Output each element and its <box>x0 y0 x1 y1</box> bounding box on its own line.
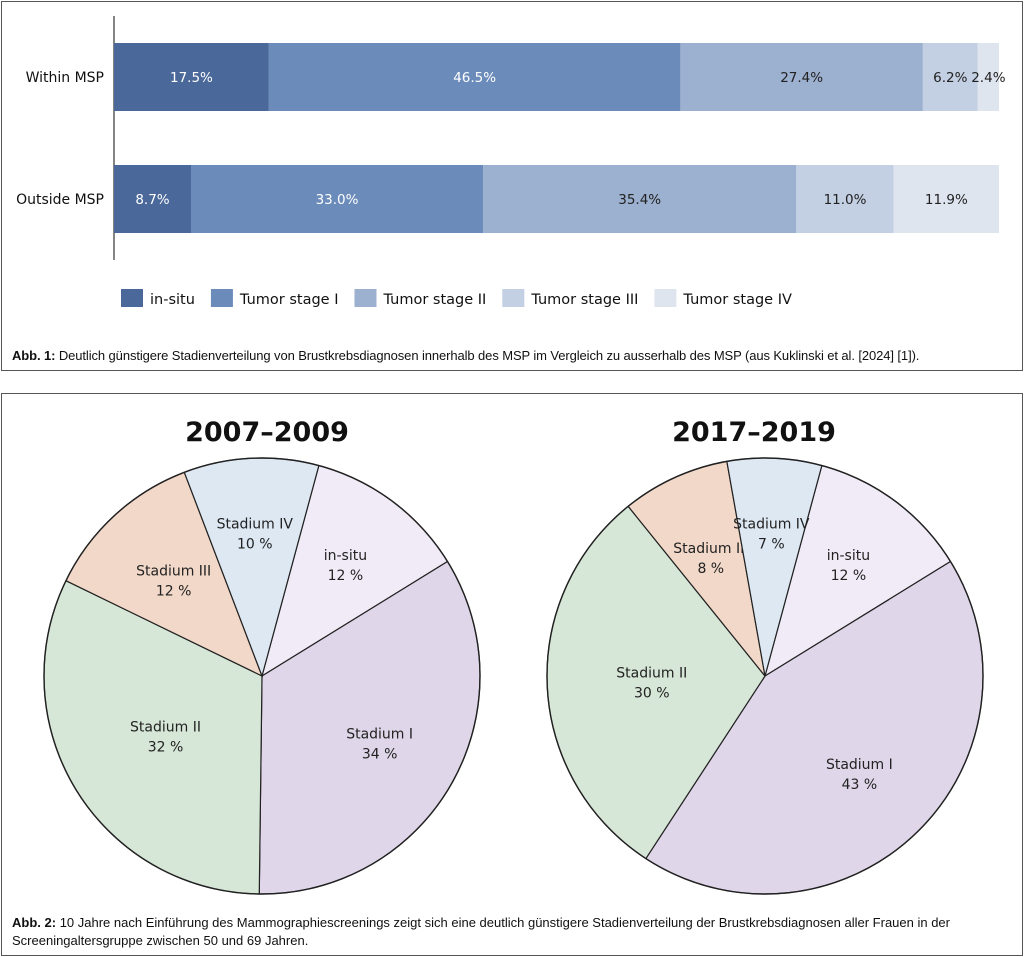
bar-outside-msp-tumor-stage-ii <box>483 165 797 233</box>
legend-label-tumor-stage-iii: Tumor stage III <box>530 292 638 308</box>
slice-name-stadium-ii: Stadium II <box>616 666 687 682</box>
slice-value-stadium-iv: 10 % <box>237 536 273 552</box>
slice-name-in-situ: in-situ <box>324 548 367 564</box>
slice-value-stadium-ii: 30 % <box>634 686 670 702</box>
legend-label-tumor-stage-ii: Tumor stage II <box>382 292 486 308</box>
slice-value-stadium-ii: 32 % <box>148 740 184 756</box>
bar-outside-msp-tumor-stage-iv <box>893 165 999 233</box>
slice-name-stadium-iii: Stadium III <box>673 541 748 557</box>
legend-label-tumor-stage-i: Tumor stage I <box>239 292 339 308</box>
bar-outside-msp-tumor-stage-iii <box>796 165 894 233</box>
pie-chart-2007-2009: 2007–2009 in-situ 12 % Stadium I 34 % Stadium… <box>43 417 481 895</box>
bar-within-msp-tumor-stage-i <box>268 43 681 111</box>
pie-outline <box>546 457 984 895</box>
bar-within-msp-tumor-stage-iv <box>977 43 999 111</box>
figure-1-panel: Within MSP 17.5% 46.5% 27.4% 6.2% 2.4% Outside… <box>1 1 1023 371</box>
pie-title-2: 2017–2019 <box>672 417 836 448</box>
figure-1-caption: Abb. 1: Deutlich günstigere Stadienverte… <box>12 347 1012 365</box>
slice-value-stadium-iii: 12 % <box>156 584 192 600</box>
slice-name-stadium-i: Stadium I <box>826 757 893 773</box>
figure-2-panel: 2007–2009 in-situ 12 % Stadium I 34 % Stadium… <box>1 393 1023 956</box>
category-label-outside-msp: Outside MSP <box>16 192 104 208</box>
slice-name-stadium-iii: Stadium III <box>136 564 211 580</box>
pie-charts: 2007–2009 in-situ 12 % Stadium I 34 % Stadium… <box>43 417 984 895</box>
slice-name-stadium-ii: Stadium II <box>130 720 201 736</box>
slice-name-in-situ: in-situ <box>827 548 870 564</box>
data-label-within-msp-tumor-stage-ii: 27.4% <box>780 70 823 86</box>
bar-within-msp-tumor-stage-iii <box>922 43 978 111</box>
data-label-within-msp-tumor-stage-iv: 2.4% <box>971 70 1005 86</box>
legend-swatch-tumor-stage-iv <box>654 289 677 307</box>
data-label-outside-msp-tumor-stage-ii: 35.4% <box>618 192 661 208</box>
legend-swatch-tumor-stage-ii <box>354 289 377 307</box>
slice-value-stadium-i: 34 % <box>362 747 398 763</box>
data-label-within-msp-tumor-stage-i: 46.5% <box>453 70 496 86</box>
legend-swatch-tumor-stage-i <box>210 289 233 307</box>
figure-1-caption-text: Deutlich günstigere Stadienverteilung vo… <box>58 348 920 363</box>
figure-2-caption-label: Abb. 2: <box>12 915 57 930</box>
data-label-outside-msp-tumor-stage-iii: 11.0% <box>824 192 867 208</box>
data-label-outside-msp-in-situ: 8.7% <box>135 192 169 208</box>
stacked-bar-chart: Within MSP 17.5% 46.5% 27.4% 6.2% 2.4% Outside… <box>16 16 1006 308</box>
pie-outline <box>43 457 481 895</box>
slice-name-stadium-iv: Stadium IV <box>217 516 294 532</box>
slice-value-in-situ: 12 % <box>831 568 867 584</box>
legend-swatch-in-situ <box>121 289 143 307</box>
pie-chart-2017-2019: 2017–2019 in-situ 12 % Stadium I 43 % Stadium… <box>546 417 984 895</box>
category-label-within-msp: Within MSP <box>26 70 104 86</box>
pie-title-1: 2007–2009 <box>185 417 349 448</box>
bar-within-msp-in-situ <box>114 43 269 111</box>
legend-swatch-tumor-stage-iii <box>502 289 525 307</box>
figure-2-caption: Abb. 2: 10 Jahre nach Einführung des Mam… <box>12 914 1012 950</box>
slice-value-stadium-iii: 8 % <box>697 561 724 577</box>
figure-1-caption-label: Abb. 1: <box>12 348 56 363</box>
bar-within-msp-tumor-stage-ii <box>680 43 923 111</box>
slice-value-stadium-iv: 7 % <box>758 536 785 552</box>
bar-outside-msp-in-situ <box>114 165 191 233</box>
bar-outside-msp-tumor-stage-i <box>190 165 484 233</box>
data-label-outside-msp-tumor-stage-iv: 11.9% <box>925 192 968 208</box>
slice-name-stadium-i: Stadium I <box>346 727 413 743</box>
legend-label-tumor-stage-iv: Tumor stage IV <box>682 292 792 308</box>
legend-label-in-situ: in-situ <box>150 292 195 308</box>
slice-value-in-situ: 12 % <box>328 568 364 584</box>
data-label-within-msp-tumor-stage-iii: 6.2% <box>933 70 967 86</box>
figure-2-caption-text: 10 Jahre nach Einführung des Mammographi… <box>12 915 950 948</box>
data-label-outside-msp-tumor-stage-i: 33.0% <box>316 192 359 208</box>
slice-name-stadium-iv: Stadium IV <box>733 516 810 532</box>
data-label-within-msp-in-situ: 17.5% <box>170 70 213 86</box>
slice-value-stadium-i: 43 % <box>842 777 878 793</box>
